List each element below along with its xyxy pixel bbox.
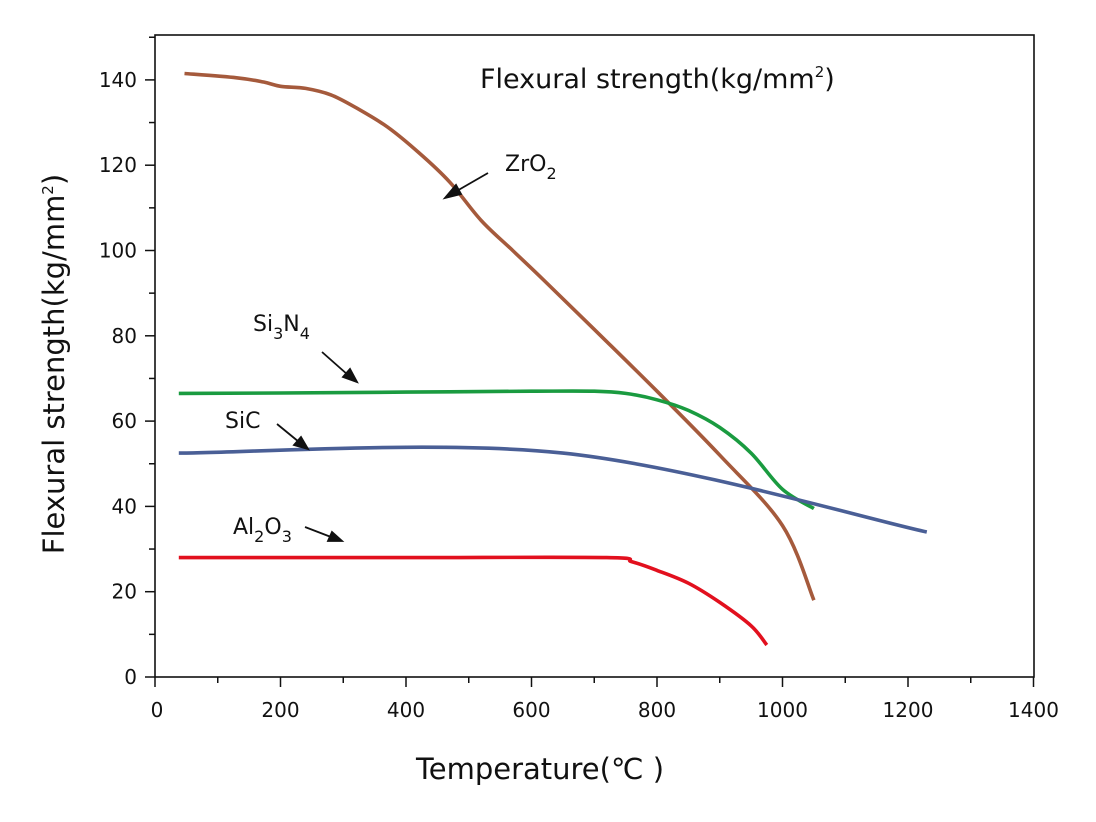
x-tick-label: 1200 xyxy=(883,698,934,722)
y-axis-title: Flexural strength(kg/mm2) xyxy=(37,174,71,554)
y-tick-label: 0 xyxy=(124,665,137,689)
series-label-zro2-base: ZrO xyxy=(505,152,546,177)
chart-title-close: ) xyxy=(824,64,835,95)
chart-title-superscript: 2 xyxy=(815,63,825,81)
y-tick-label: 100 xyxy=(99,239,137,263)
y-tick-label: 120 xyxy=(99,153,137,177)
arrow-al2o3 xyxy=(304,526,345,542)
series-label-si3n4-base2: N xyxy=(283,312,299,337)
arrow-si3n4 xyxy=(321,351,359,384)
series-line-al2o3 xyxy=(178,555,769,647)
y-axis-title-superscript: 2 xyxy=(39,185,57,195)
arrow-zro2 xyxy=(442,172,489,200)
chart-title-main: Flexural strength(kg/mm xyxy=(480,64,815,95)
annotation-arrows xyxy=(276,172,489,542)
y-tick-label: 80 xyxy=(112,324,137,348)
series-line-zro2 xyxy=(184,71,816,601)
series-label-al2o3-sub2: 3 xyxy=(282,527,292,546)
series-label-al2o3: Al2O3 xyxy=(233,515,292,546)
chart-title: Flexural strength(kg/mm2) xyxy=(480,63,835,95)
y-axis-ticks: 0 20 40 60 80 100 120 140 xyxy=(99,36,155,689)
series-label-si3n4: Si3N4 xyxy=(253,312,310,343)
x-axis-ticks: 0 200 400 600 800 1000 1200 1400 xyxy=(151,677,1059,722)
series-label-zro2-sub: 2 xyxy=(546,164,556,183)
y-tick-label: 140 xyxy=(99,68,137,92)
y-axis-title-close: ) xyxy=(37,174,71,185)
series-label-si3n4-base1: Si xyxy=(253,312,273,337)
series-label-si3n4-sub2: 4 xyxy=(300,324,310,343)
series-label-si3n4-sub1: 3 xyxy=(273,324,283,343)
series-lines xyxy=(178,71,928,647)
y-tick-label: 40 xyxy=(112,494,137,518)
x-tick-label: 0 xyxy=(151,698,164,722)
series-label-al2o3-base2: O xyxy=(264,515,281,540)
x-tick-label: 1400 xyxy=(1008,698,1059,722)
x-axis-title: Temperature(℃ ) xyxy=(415,752,664,786)
y-axis-title-main: Flexural strength(kg/mm xyxy=(37,195,71,555)
series-line-si3n4 xyxy=(178,389,815,511)
y-tick-label: 20 xyxy=(112,580,137,604)
x-tick-label: 800 xyxy=(638,698,676,722)
x-tick-label: 1000 xyxy=(757,698,808,722)
y-tick-label: 60 xyxy=(112,409,137,433)
plot-frame xyxy=(154,34,1035,678)
series-line-sic xyxy=(178,445,928,534)
series-label-sic: SiC xyxy=(225,409,260,434)
x-tick-label: 200 xyxy=(261,698,299,722)
x-tick-label: 600 xyxy=(512,698,550,722)
arrow-sic xyxy=(276,423,310,451)
x-tick-label: 400 xyxy=(387,698,425,722)
series-label-al2o3-base1: Al xyxy=(233,515,254,540)
series-label-al2o3-sub1: 2 xyxy=(254,527,264,546)
series-label-zro2: ZrO2 xyxy=(505,152,557,183)
